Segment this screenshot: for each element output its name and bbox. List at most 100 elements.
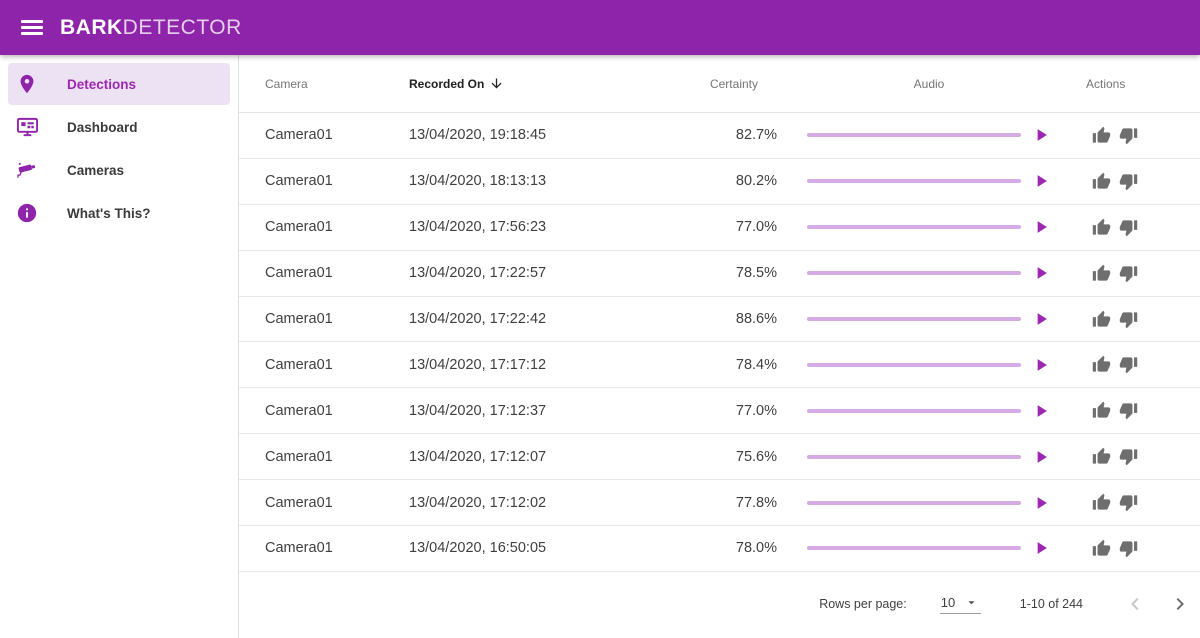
sidebar-item-whats-this[interactable]: What's This? bbox=[8, 192, 230, 234]
audio-progress-bar[interactable] bbox=[807, 454, 1021, 459]
detections-table: Camera Recorded On Certainty Audio Actio… bbox=[239, 55, 1200, 638]
audio-progress-bar[interactable] bbox=[807, 500, 1021, 505]
play-icon[interactable] bbox=[1031, 217, 1051, 237]
camera-cell: Camera01 bbox=[265, 219, 333, 236]
recorded-on-cell: 13/04/2020, 17:12:37 bbox=[409, 402, 547, 419]
play-icon[interactable] bbox=[1031, 263, 1051, 283]
thumb-up-icon[interactable] bbox=[1092, 401, 1111, 420]
thumb-down-icon[interactable] bbox=[1119, 355, 1138, 374]
recorded-on-cell: 13/04/2020, 17:22:57 bbox=[409, 265, 547, 282]
thumb-down-icon[interactable] bbox=[1119, 264, 1138, 283]
table-row: Camera01 13/04/2020, 17:12:07 75.6% bbox=[239, 434, 1200, 481]
play-icon[interactable] bbox=[1031, 125, 1051, 145]
audio-progress-bar[interactable] bbox=[807, 317, 1021, 321]
sidebar-item-label: Detections bbox=[67, 76, 137, 92]
certainty-cell: 75.6% bbox=[735, 448, 777, 465]
thumb-down-icon[interactable] bbox=[1119, 126, 1138, 145]
recorded-on-cell: 13/04/2020, 17:17:12 bbox=[409, 356, 547, 373]
thumb-up-icon[interactable] bbox=[1092, 218, 1111, 237]
audio-progress-bar[interactable] bbox=[807, 225, 1021, 230]
recorded-on-cell: 13/04/2020, 19:18:45 bbox=[409, 127, 547, 144]
audio-player bbox=[807, 309, 1051, 329]
header-certainty: Certainty bbox=[709, 76, 758, 91]
row-actions bbox=[1092, 264, 1138, 283]
certainty-cell: 77.0% bbox=[735, 402, 777, 419]
sidebar-item-detections[interactable]: Detections bbox=[8, 63, 230, 105]
audio-player bbox=[807, 493, 1051, 513]
certainty-cell: 78.4% bbox=[735, 356, 777, 373]
app-title-bold: BARK bbox=[60, 15, 123, 39]
row-actions bbox=[1092, 493, 1138, 512]
audio-progress-bar[interactable] bbox=[807, 546, 1021, 551]
row-actions bbox=[1092, 310, 1138, 329]
table-row: Camera01 13/04/2020, 16:50:05 78.0% bbox=[239, 526, 1200, 572]
sidebar-item-dashboard[interactable]: Dashboard bbox=[8, 106, 230, 148]
table-row: Camera01 13/04/2020, 18:13:13 80.2% bbox=[239, 159, 1200, 205]
recorded-on-cell: 13/04/2020, 17:12:02 bbox=[409, 494, 547, 511]
app-title-light: DETECTOR bbox=[122, 15, 242, 39]
rows-per-page-label: Rows per page: bbox=[819, 597, 907, 612]
table-row: Camera01 13/04/2020, 17:22:42 88.6% bbox=[239, 297, 1200, 343]
audio-progress-bar[interactable] bbox=[807, 271, 1021, 276]
table-row: Camera01 13/04/2020, 17:17:12 78.4% bbox=[239, 342, 1200, 389]
audio-player bbox=[807, 355, 1051, 375]
table-row: Camera01 13/04/2020, 19:18:45 82.7% bbox=[239, 113, 1200, 159]
thumb-down-icon[interactable] bbox=[1119, 401, 1138, 420]
play-icon[interactable] bbox=[1031, 538, 1051, 558]
menu-icon[interactable] bbox=[14, 10, 50, 46]
play-icon[interactable] bbox=[1031, 401, 1051, 421]
audio-progress-bar[interactable] bbox=[807, 179, 1021, 184]
sidebar-item-label: What's This? bbox=[67, 205, 151, 221]
recorded-on-cell: 13/04/2020, 17:56:23 bbox=[409, 219, 547, 236]
row-actions bbox=[1092, 355, 1138, 374]
thumb-up-icon[interactable] bbox=[1092, 493, 1111, 512]
row-actions bbox=[1092, 401, 1138, 420]
previous-page-button[interactable] bbox=[1123, 592, 1147, 616]
camera-cell: Camera01 bbox=[265, 448, 333, 465]
thumb-up-icon[interactable] bbox=[1092, 447, 1111, 466]
audio-progress-bar[interactable] bbox=[807, 362, 1021, 367]
play-icon[interactable] bbox=[1031, 493, 1051, 513]
header-recorded-on[interactable]: Recorded On bbox=[409, 76, 649, 91]
thumb-up-icon[interactable] bbox=[1092, 539, 1111, 558]
table-row: Camera01 13/04/2020, 17:22:57 78.5% bbox=[239, 251, 1200, 297]
audio-progress-bar[interactable] bbox=[807, 408, 1021, 413]
certainty-cell: 80.2% bbox=[735, 173, 777, 190]
certainty-cell: 77.0% bbox=[735, 219, 777, 236]
certainty-cell: 82.7% bbox=[735, 127, 777, 144]
thumb-down-icon[interactable] bbox=[1119, 172, 1138, 191]
audio-player bbox=[807, 171, 1051, 191]
thumb-down-icon[interactable] bbox=[1119, 493, 1138, 512]
thumb-up-icon[interactable] bbox=[1092, 355, 1111, 374]
audio-player bbox=[807, 217, 1051, 237]
info-icon bbox=[15, 201, 39, 225]
row-actions bbox=[1092, 126, 1138, 145]
table-row: Camera01 13/04/2020, 17:56:23 77.0% bbox=[239, 205, 1200, 251]
thumb-up-icon[interactable] bbox=[1092, 264, 1111, 283]
sort-descending-icon bbox=[491, 78, 502, 89]
play-icon[interactable] bbox=[1031, 171, 1051, 191]
thumb-down-icon[interactable] bbox=[1119, 447, 1138, 466]
thumb-down-icon[interactable] bbox=[1119, 310, 1138, 329]
chevron-right-icon bbox=[1176, 598, 1184, 611]
thumb-up-icon[interactable] bbox=[1092, 310, 1111, 329]
thumb-down-icon[interactable] bbox=[1119, 218, 1138, 237]
audio-progress-bar[interactable] bbox=[807, 133, 1021, 138]
play-icon[interactable] bbox=[1031, 355, 1051, 375]
sidebar-item-cameras[interactable]: Cameras bbox=[8, 149, 230, 191]
rows-per-page-select[interactable]: 10 bbox=[939, 595, 981, 614]
app-title: BARKDETECTOR bbox=[60, 16, 242, 40]
sidebar-item-label: Dashboard bbox=[67, 119, 138, 135]
audio-player bbox=[807, 125, 1051, 145]
audio-player bbox=[807, 263, 1051, 283]
next-page-button[interactable] bbox=[1168, 592, 1192, 616]
thumb-up-icon[interactable] bbox=[1092, 172, 1111, 191]
table-row: Camera01 13/04/2020, 17:12:02 77.8% bbox=[239, 480, 1200, 527]
thumb-down-icon[interactable] bbox=[1119, 539, 1138, 558]
audio-player bbox=[807, 401, 1051, 421]
header-actions: Actions bbox=[1086, 76, 1126, 91]
row-actions bbox=[1092, 172, 1138, 191]
play-icon[interactable] bbox=[1031, 309, 1051, 329]
play-icon[interactable] bbox=[1031, 447, 1051, 467]
thumb-up-icon[interactable] bbox=[1092, 126, 1111, 145]
